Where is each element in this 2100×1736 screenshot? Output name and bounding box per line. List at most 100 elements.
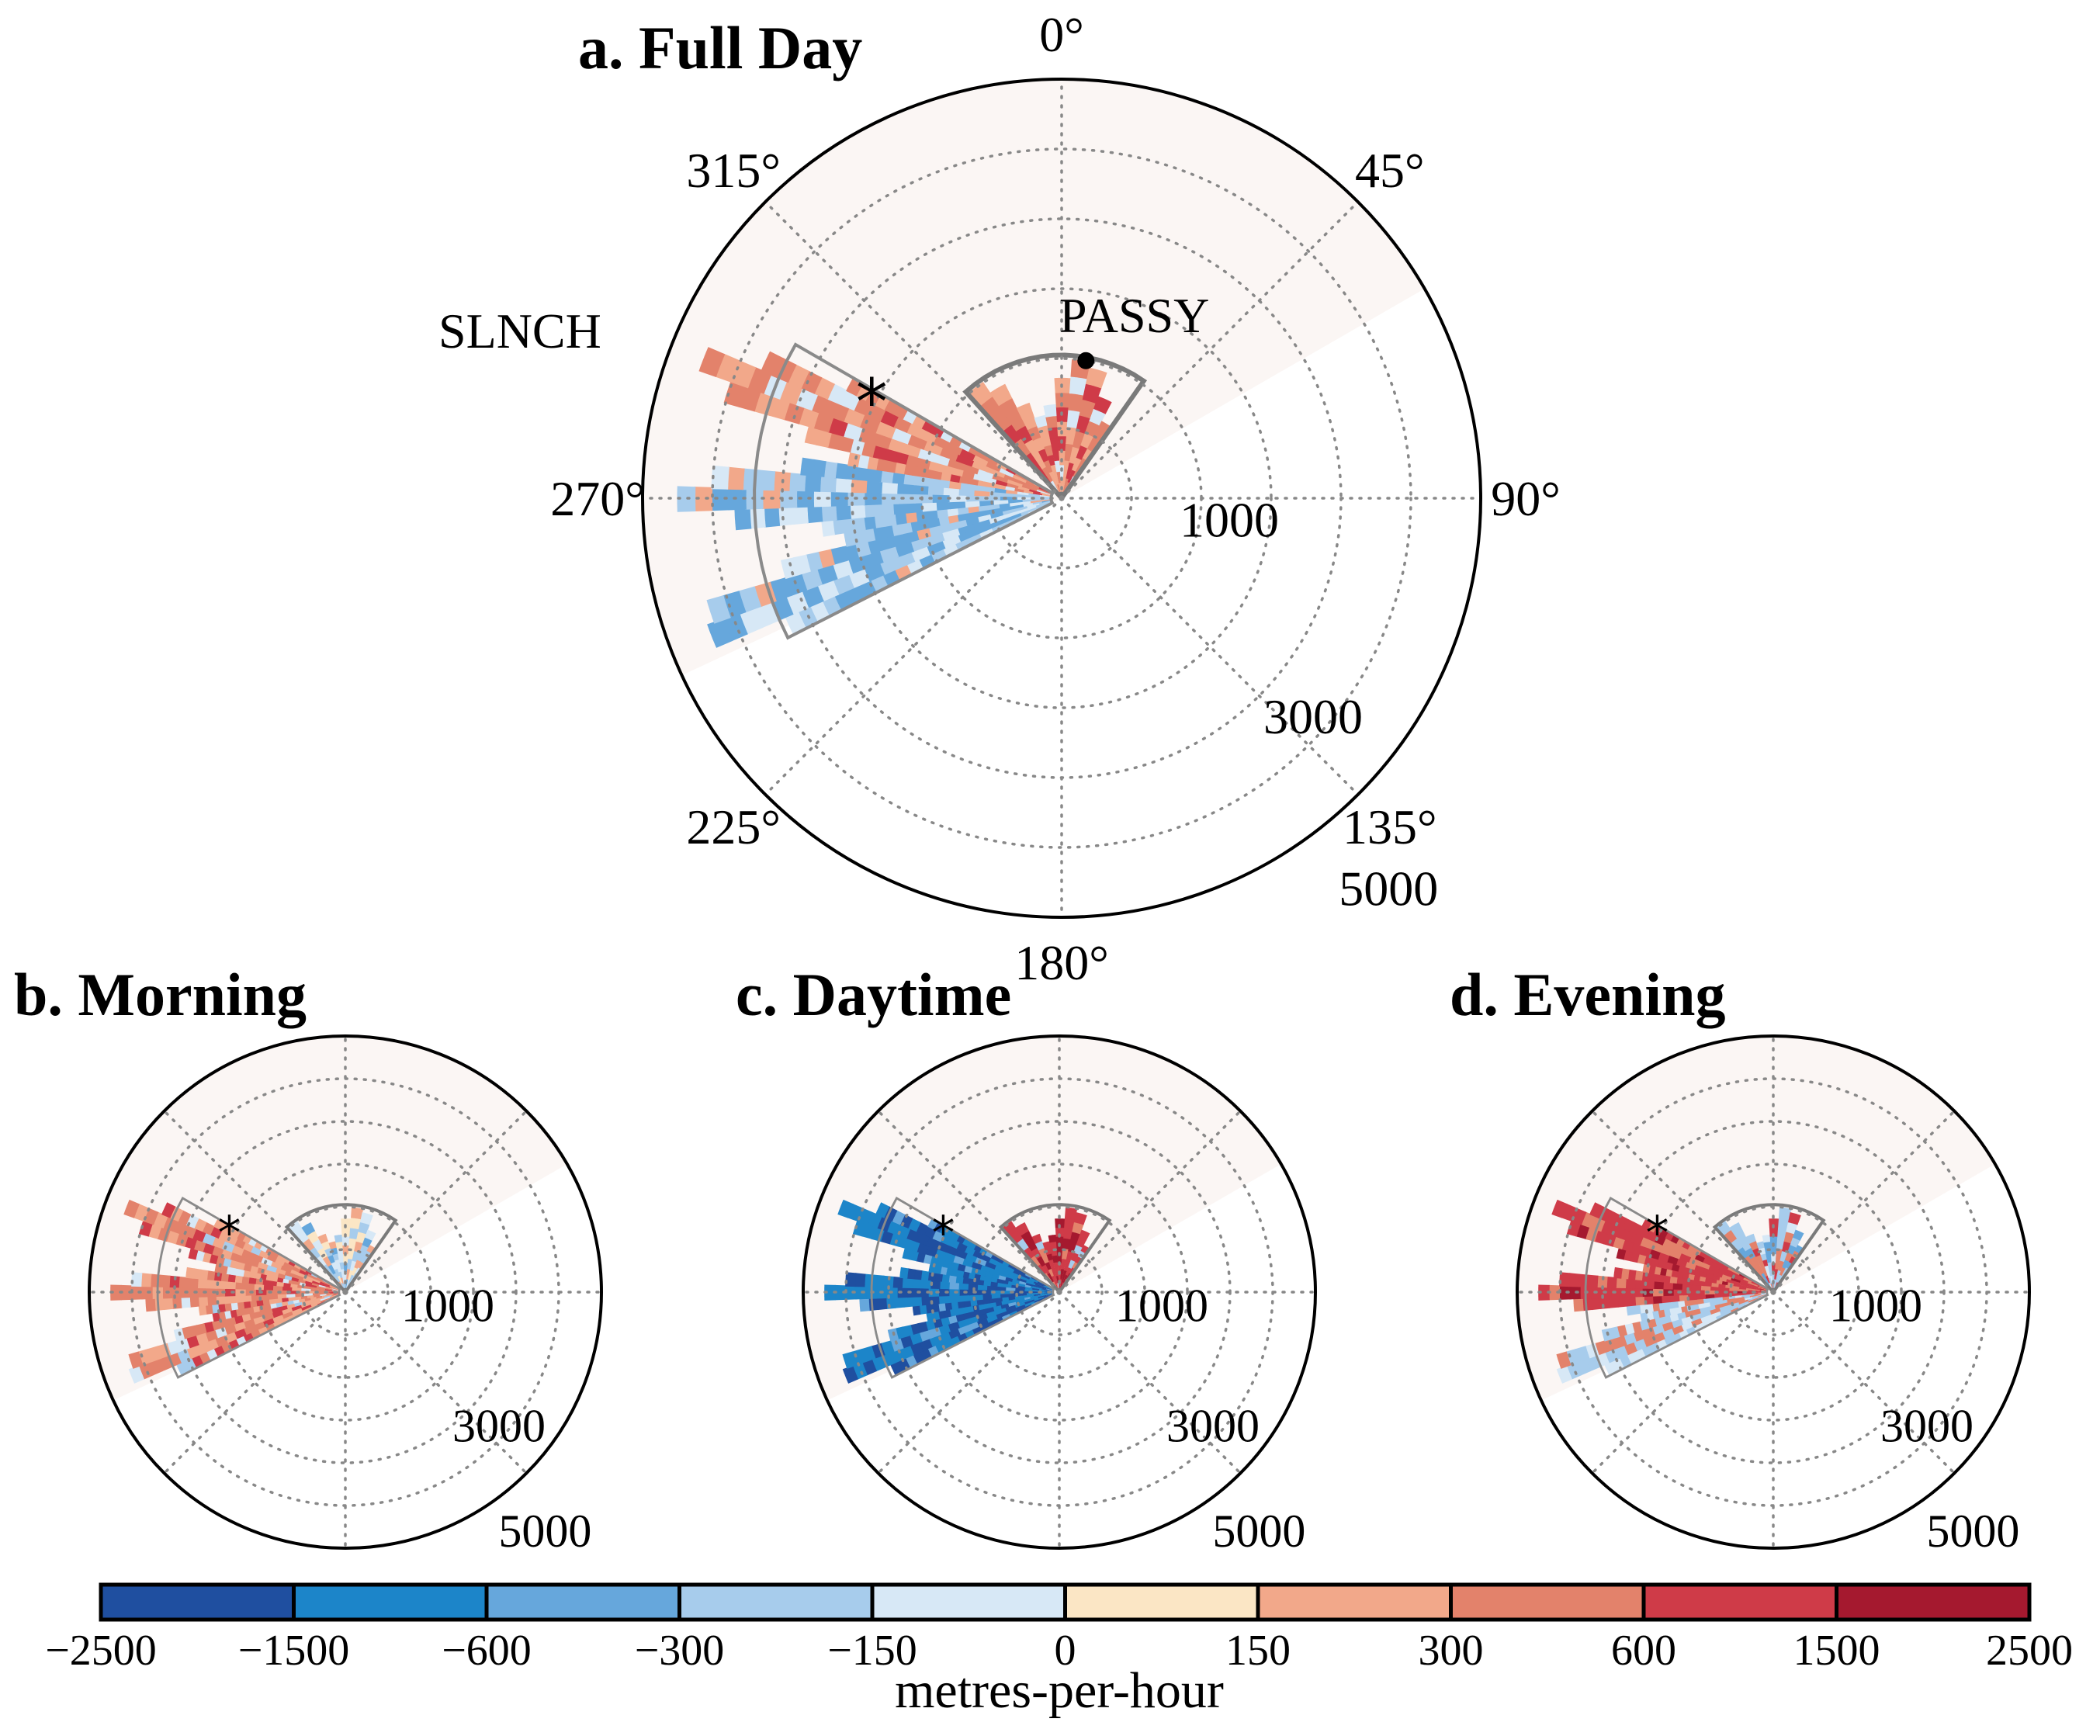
slnch-cell [1736,1298,1745,1303]
slnch-cell [979,1322,989,1332]
passy-cell [1068,1241,1077,1253]
radial-tick-label: 1000 [1180,492,1279,547]
slnch-cell [1012,1269,1023,1277]
azimuth-spoke [1058,1291,1242,1475]
slnch-cell [937,1324,951,1336]
passy-cell [1055,1268,1059,1277]
slnch-cell [1007,1273,1018,1280]
passy-cell [1760,1253,1767,1261]
slnch-star-marker: * [218,1206,241,1260]
slnch-cell [1640,1312,1648,1322]
slnch-cell [1719,1287,1730,1291]
colorbar-segment [872,1585,1066,1620]
slnch-cell [1662,1274,1671,1284]
slnch-cell [958,1282,969,1290]
passy-cell [1075,1256,1083,1265]
passy-sector-b [288,1207,376,1291]
slnch-cell [248,1270,256,1279]
slnch-cell [1687,1294,1697,1301]
slnch-cell [303,1280,313,1285]
slnch-cell [932,435,951,450]
slnch-cell [979,1274,987,1281]
slnch-cell [123,1199,140,1218]
passy-cell [356,1252,366,1262]
slnch-cell [972,518,991,530]
slnch-cell [844,1285,857,1300]
slnch-cell [868,468,883,483]
slnch-cell [276,1277,284,1283]
slnch-cell [1703,1301,1711,1308]
slnch-cell [315,1285,323,1289]
slnch-cell [1027,493,1041,497]
slnch-cell [1001,1260,1010,1267]
passy-cell [1024,452,1041,470]
slnch-cell [910,546,930,563]
passy-cell [1063,1260,1071,1272]
slnch-cell [1037,1294,1046,1299]
slnch-cell [946,458,965,470]
slnch-cell [1002,473,1021,484]
slnch-cell [865,455,879,470]
slnch-cell [272,1315,284,1323]
slnch-cell [1710,1286,1721,1291]
colorbar-tick-label: 150 [1225,1627,1291,1675]
slnch-cell [1010,473,1027,483]
slnch-cell [930,470,943,480]
passy-cell [1066,1250,1074,1263]
slnch-cell [1755,1294,1762,1297]
slnch-cell [819,475,837,493]
slnch-cell [248,1277,257,1284]
slnch-cell [1007,1296,1016,1301]
passy-cell [1777,1228,1787,1240]
slnch-cell [778,489,798,509]
slnch-cell [901,1277,913,1288]
slnch-cell [315,1297,325,1301]
slnch-cell [1620,1287,1633,1298]
slnch-cell [1613,1335,1627,1349]
passy-cell [1729,1222,1744,1236]
slnch-cell [1757,1286,1768,1291]
range-ring [1644,1163,1903,1422]
range-ring [1601,1120,1946,1464]
slnch-cell [1657,1309,1665,1318]
slnch-cell [196,1278,208,1289]
passy-cell [1779,1207,1792,1220]
slnch-cell [275,1267,286,1275]
slnch-cell [204,1305,213,1315]
slnch-cell [955,1294,966,1303]
slnch-cell [936,1257,946,1267]
slnch-cell [224,1295,234,1305]
slnch-cell [950,1261,960,1270]
slnch-cell [1653,1266,1662,1275]
passy-cell [343,1253,348,1263]
slnch-cell [892,503,909,515]
slnch-cell [803,473,822,492]
slnch-cell [1582,1298,1592,1312]
passy-cell [1001,424,1022,445]
slnch-cell [986,466,1006,478]
slnch-cell [972,524,992,536]
slnch-cell [189,1296,199,1308]
slnch-cell [972,454,989,466]
slnch-cell [257,1325,269,1336]
passy-cell [351,1266,358,1276]
colorbar-segment [679,1585,873,1620]
passy-cell [1778,1217,1790,1230]
slnch-cell [1748,1292,1759,1295]
passy-cell [1068,1260,1076,1269]
slnch-cell [945,1266,954,1276]
slnch-cell [849,504,866,519]
slnch-cell [816,563,838,585]
passy-cell [1076,445,1088,460]
slnch-cell [310,1282,320,1287]
slnch-cell [1038,500,1052,505]
passy-cell [1748,1240,1759,1251]
slnch-cell [263,1304,272,1311]
passy-cell [1045,1261,1052,1270]
passy-cell [349,1260,357,1272]
slnch-cell [1711,1274,1721,1280]
slnch-cell [834,476,852,493]
slnch-cell [1718,1277,1727,1282]
slnch-cell [1738,1287,1747,1290]
slnch-cell [300,1304,312,1312]
